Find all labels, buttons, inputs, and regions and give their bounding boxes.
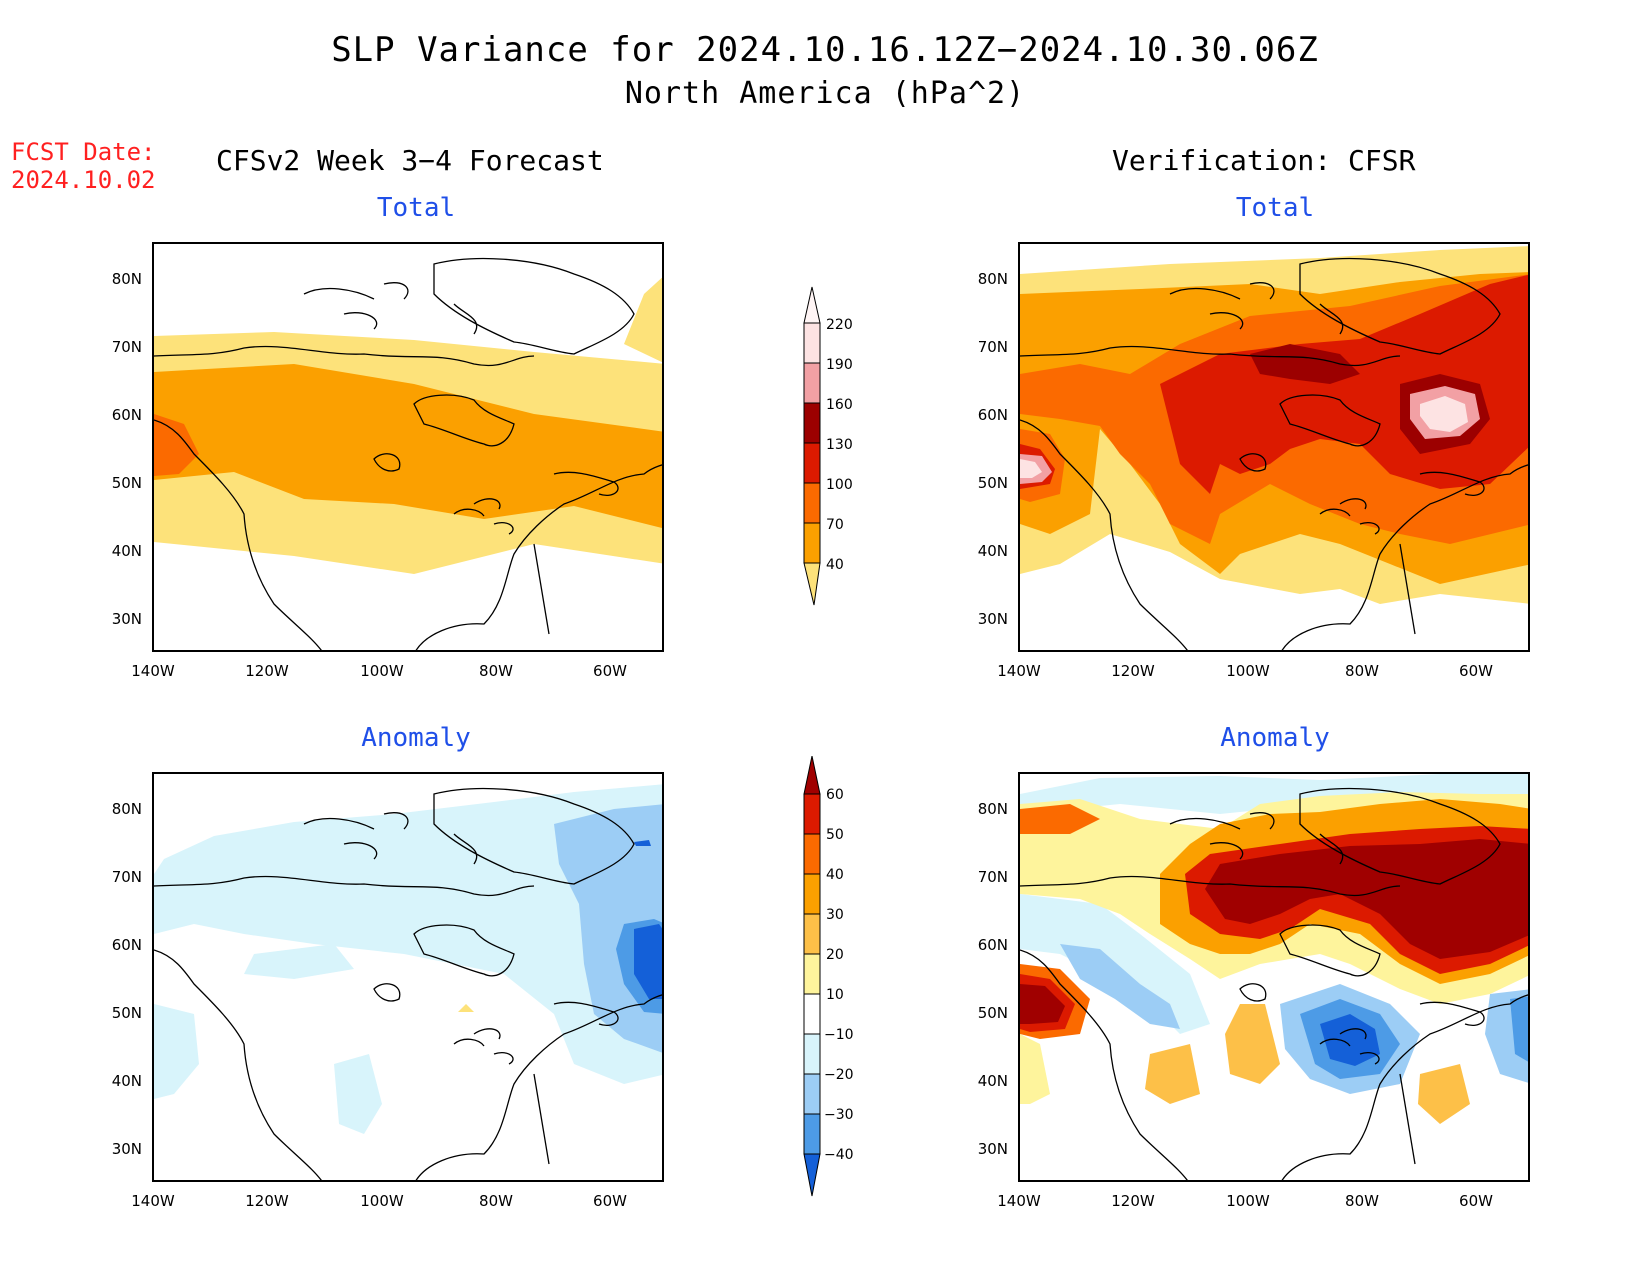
lat-label: 40N: [977, 1072, 1008, 1090]
lat-label: 80N: [111, 270, 142, 288]
coastlines: [154, 257, 662, 650]
lat-label: 30N: [111, 610, 142, 628]
colorbar-total-label: 100: [826, 477, 853, 493]
colorbar-anomaly-label: 50: [826, 827, 844, 843]
lon-label: 140W: [997, 662, 1041, 680]
lat-label: 80N: [977, 800, 1008, 818]
lon-label: 80W: [479, 1192, 513, 1210]
colorbar-anomaly-label: 60: [826, 787, 844, 803]
colorbar-total: 220 190 160 130 100 70 40: [800, 285, 860, 615]
lat-label: 60N: [977, 406, 1008, 424]
lat-label: 60N: [111, 936, 142, 954]
page-title: SLP Variance for 2024.10.16.12Z−2024.10.…: [331, 30, 1319, 70]
lon-label: 120W: [1111, 1192, 1155, 1210]
lat-label: 30N: [977, 1140, 1008, 1158]
colorbar-total-swatches: [803, 286, 821, 606]
map-forecast-anomaly: [152, 772, 664, 1182]
lat-label: 50N: [111, 1004, 142, 1022]
colorbar-total-label: 190: [826, 357, 853, 373]
fcst-date-block: FCST Date: 2024.10.02: [11, 138, 156, 194]
lat-label: 70N: [977, 868, 1008, 886]
colorbar-total-label: 40: [826, 557, 844, 573]
lon-label: 60W: [593, 662, 627, 680]
lon-label: 140W: [997, 1192, 1041, 1210]
colorbar-total-label: 130: [826, 437, 853, 453]
lon-label: 120W: [245, 662, 289, 680]
map-verification-total: [1018, 242, 1530, 652]
lat-label: 70N: [111, 868, 142, 886]
lat-label: 80N: [111, 800, 142, 818]
map-verification-anomaly: [1018, 772, 1530, 1182]
lat-label: 60N: [111, 406, 142, 424]
lat-label: 40N: [111, 1072, 142, 1090]
fcst-label: FCST Date:: [11, 138, 156, 166]
colorbar-anomaly-swatches: [803, 756, 821, 1197]
lon-label: 100W: [360, 1192, 404, 1210]
colorbar-anomaly-label: −10: [824, 1027, 854, 1043]
lat-label: 30N: [977, 610, 1008, 628]
colorbar-anomaly-label: −40: [824, 1147, 854, 1163]
lat-label: 60N: [977, 936, 1008, 954]
coastlines: [1020, 787, 1528, 1180]
colorbar-total-label: 220: [826, 317, 853, 333]
colorbar-anomaly-label: −30: [824, 1107, 854, 1123]
lon-label: 100W: [360, 662, 404, 680]
lon-label: 60W: [1459, 1192, 1493, 1210]
lat-label: 50N: [977, 1004, 1008, 1022]
lon-label: 80W: [1345, 1192, 1379, 1210]
lon-label: 100W: [1226, 1192, 1270, 1210]
lat-label: 50N: [111, 474, 142, 492]
panel-title-forecast-total: Total: [376, 193, 456, 223]
colorbar-anomaly-label: −20: [824, 1067, 854, 1083]
colorbar-total-label: 70: [826, 517, 844, 533]
colorbar-anomaly: 60 50 40 30 20 10 −10 −20 −30 −40: [800, 756, 860, 1206]
lat-label: 70N: [977, 338, 1008, 356]
page-subtitle: North America (hPa^2): [624, 76, 1026, 111]
panel-title-verification-anomaly: Anomaly: [1220, 723, 1330, 753]
lat-label: 70N: [111, 338, 142, 356]
fcst-date: 2024.10.02: [11, 166, 156, 194]
map-forecast-total: [152, 242, 664, 652]
lat-label: 40N: [111, 542, 142, 560]
panel-title-verification-total: Total: [1235, 193, 1315, 223]
lon-label: 60W: [1459, 662, 1493, 680]
colorbar-total-label: 160: [826, 397, 853, 413]
colorbar-anomaly-label: 30: [826, 907, 844, 923]
lat-label: 80N: [977, 270, 1008, 288]
colorbar-anomaly-label: 10: [826, 987, 844, 1003]
lon-label: 120W: [1111, 662, 1155, 680]
lon-label: 100W: [1226, 662, 1270, 680]
lon-label: 140W: [131, 1192, 175, 1210]
lat-label: 50N: [977, 474, 1008, 492]
coastlines: [1020, 257, 1528, 650]
lon-label: 80W: [479, 662, 513, 680]
colorbar-anomaly-label: 40: [826, 867, 844, 883]
coastlines: [154, 787, 662, 1180]
lon-label: 60W: [593, 1192, 627, 1210]
forecast-column-header: CFSv2 Week 3−4 Forecast: [216, 144, 604, 177]
colorbar-anomaly-label: 20: [826, 947, 844, 963]
lon-label: 120W: [245, 1192, 289, 1210]
panel-title-forecast-anomaly: Anomaly: [361, 723, 471, 753]
lat-label: 40N: [977, 542, 1008, 560]
lon-label: 80W: [1345, 662, 1379, 680]
lat-label: 30N: [111, 1140, 142, 1158]
verification-column-header: Verification: CFSR: [1112, 144, 1416, 177]
lon-label: 140W: [131, 662, 175, 680]
